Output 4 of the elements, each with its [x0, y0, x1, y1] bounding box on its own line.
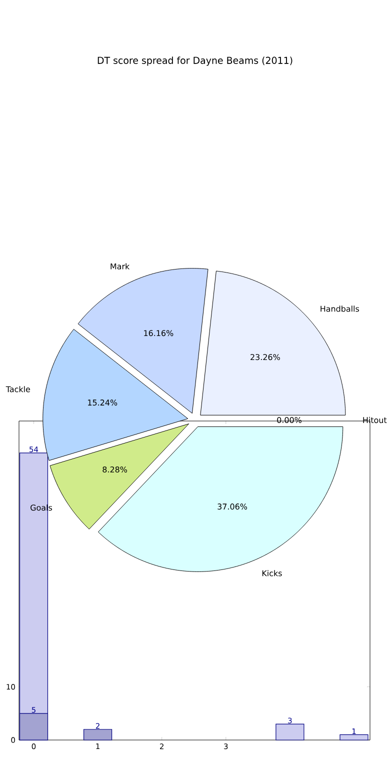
bar: [83, 729, 112, 740]
chart-title: DT score spread for Dayne Beams (2011): [98, 56, 292, 66]
bar: [276, 724, 304, 740]
bar: [340, 734, 368, 740]
